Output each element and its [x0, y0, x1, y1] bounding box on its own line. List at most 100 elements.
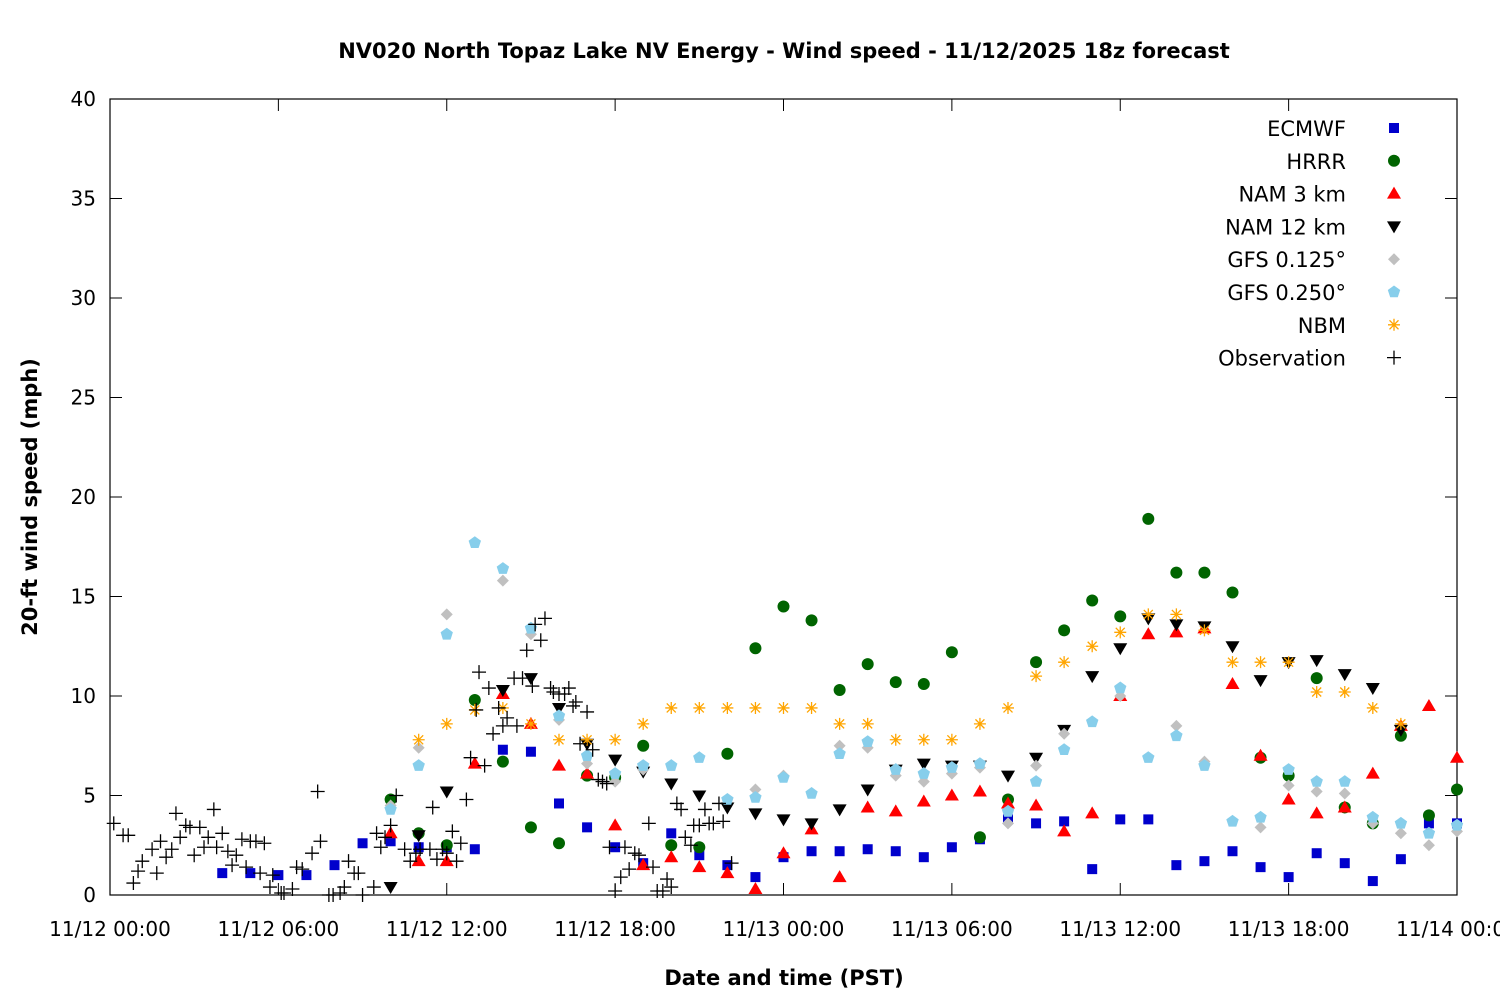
observation-point: [439, 846, 454, 861]
observation-point: [366, 880, 381, 895]
nbm-point: [1366, 701, 1379, 714]
observation-point: [613, 870, 628, 885]
nam-3-km-point: [860, 800, 875, 813]
gfs-0-250-point: [1198, 759, 1211, 771]
chart-title: NV020 North Topaz Lake NV Energy - Wind …: [338, 39, 1230, 63]
nam-12-km-point: [411, 830, 426, 843]
observation-point: [159, 850, 174, 865]
observation-point: [568, 694, 583, 709]
observation-point: [537, 611, 552, 626]
hrrr-point: [805, 614, 818, 627]
observation-point: [509, 718, 524, 733]
observation-point: [389, 788, 404, 803]
gfs-0-250-point: [665, 759, 678, 771]
observation-point: [422, 842, 437, 857]
ecmwf-point: [806, 846, 817, 857]
observation-point: [295, 862, 310, 877]
ecmwf-point: [497, 744, 508, 755]
nam-3-km-point: [1029, 798, 1044, 811]
nam-12-km-point: [1337, 669, 1352, 682]
nbm-point: [889, 733, 902, 746]
hrrr-point: [1030, 656, 1043, 669]
ecmwf-point: [918, 852, 929, 863]
observation-point: [369, 826, 384, 841]
x-tick-label: 11/12 12:00: [386, 917, 508, 941]
observation-point: [557, 687, 572, 702]
observation-point: [425, 800, 440, 815]
observation-point: [711, 796, 726, 811]
x-tick-label: 11/12 18:00: [554, 917, 676, 941]
nbm-point: [553, 733, 565, 746]
gfs-0-250-point: [1366, 810, 1379, 823]
gfs-0-250-point: [412, 759, 425, 771]
observation-point: [257, 836, 272, 851]
nam-12-km-point: [523, 673, 538, 686]
observation-point: [285, 882, 300, 897]
gfs-0-250-point: [1086, 715, 1099, 728]
hrrr-point: [1451, 783, 1463, 796]
ecmwf-point: [1283, 872, 1294, 883]
y-tick-label: 25: [71, 386, 96, 410]
y-tick-label: 10: [71, 684, 96, 708]
nam-3-km-point: [1085, 806, 1100, 819]
observation-point: [326, 888, 341, 902]
ecmwf-point: [1143, 814, 1154, 825]
nam-3-km-point: [944, 788, 959, 801]
nam-3-km-point: [1141, 627, 1156, 640]
nbm-point: [1254, 656, 1267, 669]
gfs-0-250-point: [973, 757, 987, 769]
hrrr-point: [917, 678, 930, 691]
observation-point: [608, 884, 623, 899]
gfs-0-250-point: [1142, 751, 1155, 763]
x-tick-label: 11/13 06:00: [891, 917, 1013, 941]
nam-12-km-point: [692, 790, 707, 803]
observation-point: [173, 830, 188, 845]
observation-point: [463, 750, 478, 765]
observation-point: [206, 802, 221, 817]
ecmwf-point: [666, 828, 677, 839]
legend-label: NBM: [1298, 314, 1346, 338]
observation-point: [664, 880, 679, 895]
nbm-point: [1002, 701, 1014, 714]
legend-label: GFS 0.125°: [1227, 248, 1346, 272]
hrrr-point: [637, 739, 650, 752]
observation-point: [378, 830, 393, 845]
ecmwf-point: [469, 844, 480, 855]
observation-point: [525, 679, 540, 694]
series-hrrr: [384, 512, 1463, 854]
nbm-point: [1114, 626, 1127, 639]
observation-point: [239, 860, 254, 875]
observation-point: [164, 842, 179, 857]
nam-12-km-point: [1001, 770, 1015, 783]
nam-12-km-point: [1169, 619, 1184, 632]
y-axis-label: 20-ft wind speed (mph): [18, 358, 42, 636]
observation-point: [459, 792, 474, 807]
gfs-0-250-point: [468, 536, 481, 548]
observation-point: [187, 848, 202, 863]
ecmwf-point: [582, 822, 593, 833]
nam-3-km-point: [720, 866, 735, 879]
hrrr-point: [833, 684, 846, 697]
nbm-point: [440, 717, 453, 730]
observation-point: [678, 830, 693, 845]
gfs-0-250-point: [1170, 729, 1183, 742]
nam-12-km-point: [804, 818, 819, 831]
gfs-0-250-point: [721, 793, 734, 805]
observation-point: [453, 836, 468, 851]
ecmwf-point: [357, 838, 368, 849]
nam-3-km-point: [664, 850, 679, 863]
gfs-0-250-point: [496, 562, 510, 574]
observation-point: [519, 643, 534, 658]
observation-point: [135, 854, 150, 869]
nam-12-km-point: [495, 685, 510, 698]
nbm-point: [1394, 717, 1407, 730]
hrrr-point: [1142, 512, 1155, 525]
ecmwf-point: [1311, 848, 1322, 859]
hrrr-point: [1422, 809, 1435, 822]
series-gfs-0-250: [384, 536, 1464, 839]
observation-point: [724, 856, 739, 871]
gfs-0-250-point: [693, 751, 706, 763]
nam-3-km-point: [1309, 806, 1324, 819]
observation-point: [145, 842, 160, 857]
